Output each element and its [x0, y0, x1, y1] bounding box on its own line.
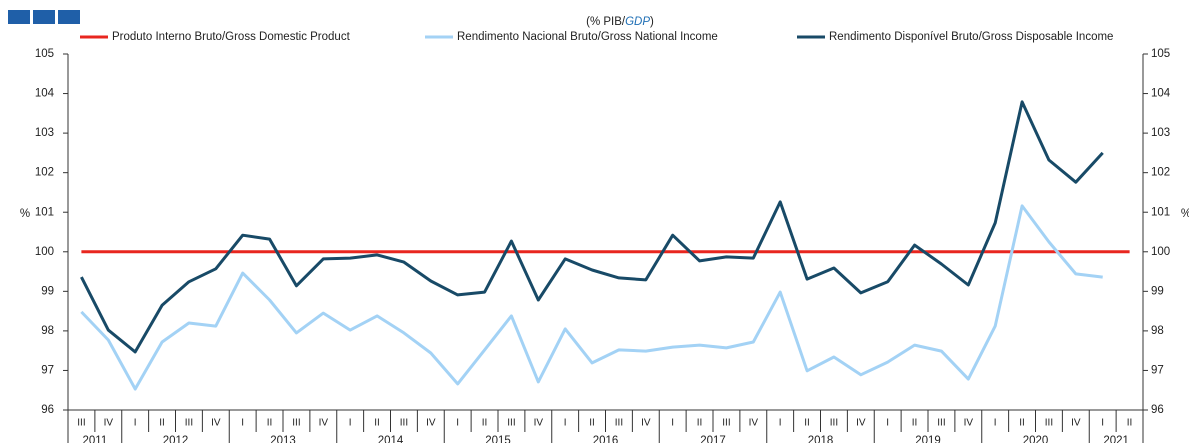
y2-axis-label: % — [1181, 208, 1189, 220]
year-label: 2016 — [593, 435, 619, 443]
series-line — [80, 204, 1103, 391]
x-tick-label: I — [564, 418, 567, 429]
y-tick-label: 104 — [35, 88, 55, 100]
title-part: (% PIB/ — [586, 16, 626, 28]
x-tick-label: IV — [641, 418, 651, 429]
x-tick-label: I — [456, 418, 459, 429]
year-label: 2013 — [270, 435, 296, 443]
year-label: 2021 — [1103, 435, 1129, 443]
year-label: 2011 — [83, 435, 108, 443]
logo-block — [33, 10, 55, 24]
year-label: 2015 — [485, 435, 511, 443]
x-tick-label: II — [374, 418, 380, 429]
year-label: 2019 — [915, 435, 941, 443]
x-tick-label: III — [400, 418, 408, 429]
x-tick-label: III — [722, 418, 730, 429]
y-tick-label: 98 — [41, 325, 54, 337]
x-tick-label: IV — [104, 418, 114, 429]
year-label: 2017 — [700, 435, 726, 443]
y-tick-label: 103 — [35, 127, 54, 139]
series-line — [80, 100, 1104, 354]
x-tick-label: I — [241, 418, 244, 429]
year-label: 2014 — [378, 435, 404, 443]
logo-block — [58, 10, 80, 24]
y-tick-label: 105 — [35, 48, 54, 60]
x-tick-label: IV — [964, 418, 974, 429]
y2-tick-label: 100 — [1151, 246, 1170, 258]
year-label: 2020 — [1023, 435, 1049, 443]
year-label: 2012 — [163, 435, 189, 443]
y2-tick-label: 104 — [1151, 88, 1171, 100]
y2-tick-label: 102 — [1151, 167, 1170, 179]
y-tick-label: 97 — [41, 364, 54, 376]
y-tick-label: 99 — [41, 285, 54, 297]
logo — [8, 10, 80, 24]
x-tick-label: I — [134, 418, 137, 429]
x-tick-label: IV — [534, 418, 544, 429]
x-tick-label: III — [292, 418, 300, 429]
x-tick-label: III — [830, 418, 838, 429]
x-tick-label: II — [159, 418, 165, 429]
y2-tick-label: 97 — [1151, 364, 1164, 376]
title-part: GDP — [625, 16, 650, 28]
logo-block — [8, 10, 30, 24]
x-tick-label: II — [912, 418, 918, 429]
y-tick-label: 100 — [35, 246, 54, 258]
x-tick-label: II — [482, 418, 488, 429]
x-tick-label: I — [349, 418, 352, 429]
x-tick-label: III — [507, 418, 515, 429]
chart-title: (% PIB/GDP) — [586, 16, 654, 28]
legend-label: Rendimento Disponível Bruto/Gross Dispos… — [829, 31, 1113, 43]
x-tick-label: II — [804, 418, 810, 429]
y-tick-label: 101 — [35, 206, 54, 218]
legend-label: Rendimento Nacional Bruto/Gross National… — [457, 31, 718, 43]
y-tick-label: 96 — [41, 404, 54, 416]
x-tick-label: III — [77, 418, 85, 429]
y-tick-label: 102 — [35, 167, 54, 179]
x-tick-label: IV — [1071, 418, 1081, 429]
x-tick-label: IV — [319, 418, 329, 429]
x-tick-label: III — [185, 418, 193, 429]
y-axis-label: % — [20, 208, 30, 220]
x-tick-label: IV — [749, 418, 759, 429]
x-tick-label: I — [1101, 418, 1104, 429]
x-tick-label: II — [1127, 418, 1133, 429]
x-tick-label: IV — [856, 418, 866, 429]
x-tick-label: III — [937, 418, 945, 429]
y2-tick-label: 99 — [1151, 285, 1164, 297]
x-tick-label: IV — [426, 418, 436, 429]
x-tick-label: II — [267, 418, 273, 429]
year-label: 2018 — [808, 435, 834, 443]
x-tick-label: IV — [211, 418, 221, 429]
x-tick-label: II — [1019, 418, 1025, 429]
y2-tick-label: 101 — [1151, 206, 1170, 218]
x-tick-label: I — [886, 418, 889, 429]
title-part: ) — [650, 16, 654, 28]
y2-tick-label: 105 — [1151, 48, 1170, 60]
x-tick-label: III — [615, 418, 623, 429]
x-tick-label: II — [697, 418, 703, 429]
x-tick-label: I — [994, 418, 997, 429]
y2-tick-label: 98 — [1151, 325, 1164, 337]
y2-tick-label: 103 — [1151, 127, 1170, 139]
x-tick-label: I — [779, 418, 782, 429]
x-tick-label: II — [589, 418, 595, 429]
x-tick-label: I — [671, 418, 674, 429]
y2-tick-label: 96 — [1151, 404, 1164, 416]
x-tick-label: III — [1045, 418, 1053, 429]
legend-label: Produto Interno Bruto/Gross Domestic Pro… — [112, 31, 351, 43]
